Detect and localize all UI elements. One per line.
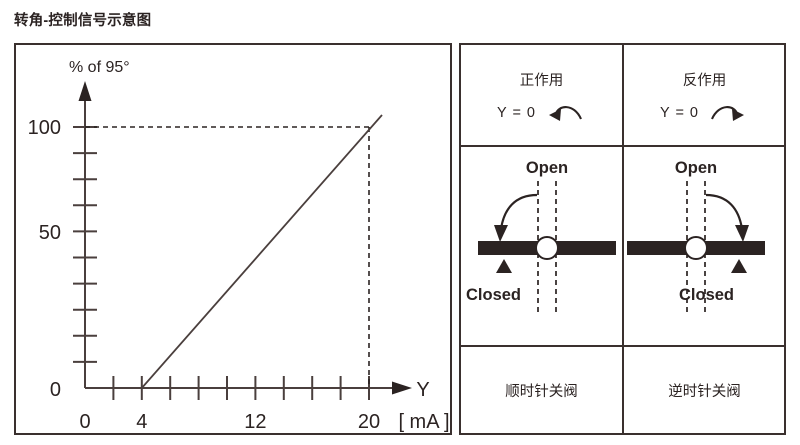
direct-acting-state-label: Y = 0 [497, 104, 536, 121]
y-axis-ticks [73, 126, 97, 363]
reverse-acting-footer-label: 逆时针关阀 [668, 383, 741, 400]
action-table: 正作用 Y = 0 Open [459, 43, 786, 435]
x-tick-label-0: 0 [79, 411, 90, 433]
x-tick-label-4: 4 [136, 411, 147, 433]
chart-panel: % of 95° 100 50 0 [14, 43, 452, 435]
open-label: Open [526, 159, 568, 177]
direct-acting-footer: 顺时针关阀 [461, 347, 622, 433]
reverse-acting-valve-diagram: Open Closed [624, 147, 785, 347]
direct-acting-title: 正作用 [519, 72, 564, 89]
valve-hub-icon [535, 236, 559, 260]
y-axis-label: % of 95° [69, 59, 130, 76]
counterclockwise-arrow-icon [549, 105, 582, 121]
reverse-acting-header: 反作用 Y = 0 [624, 45, 785, 147]
x-tick-label-20: 20 [358, 411, 380, 433]
x-axis-unit: [ mA ] [398, 411, 449, 433]
page-title: 转角-控制信号示意图 [14, 13, 152, 29]
triangle-marker-icon [496, 259, 512, 273]
reverse-acting-footer: 逆时针关阀 [624, 347, 785, 433]
y-tick-label-100: 100 [28, 117, 61, 139]
valve-hub-icon [684, 236, 708, 260]
x-axis-arrowhead [392, 381, 412, 395]
direct-acting-footer-label: 顺时针关阀 [505, 383, 578, 400]
triangle-marker-icon [731, 259, 747, 273]
table-column-reverse-acting: 反作用 Y = 0 Open [624, 45, 785, 433]
direct-acting-valve-diagram: Open Closed [461, 147, 622, 347]
reverse-acting-state-label: Y = 0 [660, 104, 699, 121]
direct-acting-header: 正作用 Y = 0 [461, 45, 622, 147]
clockwise-arrow-icon [711, 105, 744, 121]
curved-arrow-left-icon [494, 193, 538, 242]
table-column-direct-acting: 正作用 Y = 0 Open [461, 45, 624, 433]
curved-arrow-right-icon [705, 193, 749, 242]
closed-label: Closed [679, 286, 734, 304]
open-label: Open [675, 159, 717, 177]
transfer-characteristic-line [141, 114, 383, 389]
valve-diagram-svg: Open Closed [627, 159, 765, 315]
reverse-acting-state: Y = 0 [660, 100, 749, 126]
closed-label: Closed [466, 286, 521, 304]
direct-acting-state: Y = 0 [497, 100, 586, 126]
valve-diagram-svg: Open Closed [466, 159, 616, 315]
reverse-acting-title: 反作用 [682, 72, 727, 89]
angle-vs-signal-chart: % of 95° 100 50 0 [28, 59, 450, 433]
y-tick-label-50: 50 [39, 222, 61, 244]
x-axis-name: Y [416, 379, 429, 401]
x-tick-label-12: 12 [244, 411, 266, 433]
y-axis-arrowhead [78, 81, 92, 101]
y-tick-label-0: 0 [50, 379, 61, 401]
